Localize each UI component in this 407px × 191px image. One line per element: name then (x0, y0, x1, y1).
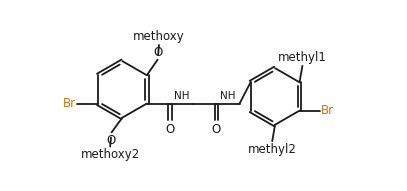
Text: O: O (165, 123, 175, 136)
Text: Br: Br (321, 104, 335, 117)
Text: NH: NH (220, 91, 236, 101)
Text: methoxy: methoxy (133, 30, 185, 43)
Text: O: O (106, 134, 116, 146)
Text: methyl2: methyl2 (248, 143, 297, 156)
Text: NH: NH (174, 91, 189, 101)
Text: O: O (212, 123, 221, 136)
Text: methoxy2: methoxy2 (81, 148, 140, 161)
Text: methyl1: methyl1 (278, 51, 327, 64)
Text: Br: Br (63, 97, 76, 110)
Text: O: O (153, 46, 163, 59)
